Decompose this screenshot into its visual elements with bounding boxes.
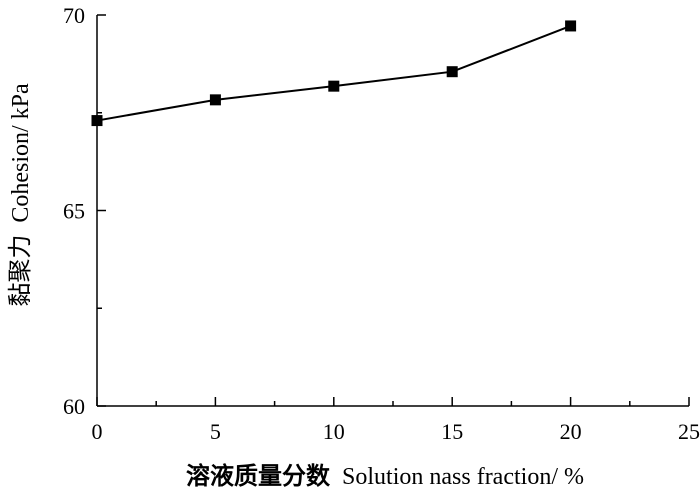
ticks: [96, 14, 690, 407]
x-tick-label: 0: [92, 419, 103, 444]
y-tick-label: 65: [63, 199, 85, 224]
data-point: [91, 115, 103, 127]
tick-labels: 0 5 10 15 20 25 60 65 70: [63, 3, 700, 444]
x-axis-title: 溶液质量分数 Solution nass fraction/ %: [186, 462, 584, 490]
y-axis-title-cn: 黏聚力: [7, 235, 34, 307]
series-layer: [91, 20, 577, 127]
y-axis-title-en: Cohesion/ kPa: [8, 83, 34, 223]
y-tick-label: 70: [63, 3, 85, 28]
x-axis-title-en: Solution nass fraction/ %: [342, 464, 584, 490]
data-point: [446, 66, 458, 78]
x-tick-label: 20: [560, 419, 582, 444]
axes: [96, 15, 689, 407]
x-tick-label: 5: [210, 419, 221, 444]
x-axis-title-cn: 溶液质量分数: [186, 462, 331, 490]
series-line: [96, 25, 571, 122]
y-tick-label: 60: [63, 394, 85, 419]
data-point: [565, 20, 577, 32]
y-axis-title: 黏聚力 Cohesion/ kPa: [7, 83, 34, 307]
x-tick-label: 15: [441, 419, 463, 444]
data-point: [328, 80, 340, 92]
data-point: [209, 94, 221, 106]
x-tick-label: 25: [678, 419, 700, 444]
x-tick-label: 10: [323, 419, 345, 444]
